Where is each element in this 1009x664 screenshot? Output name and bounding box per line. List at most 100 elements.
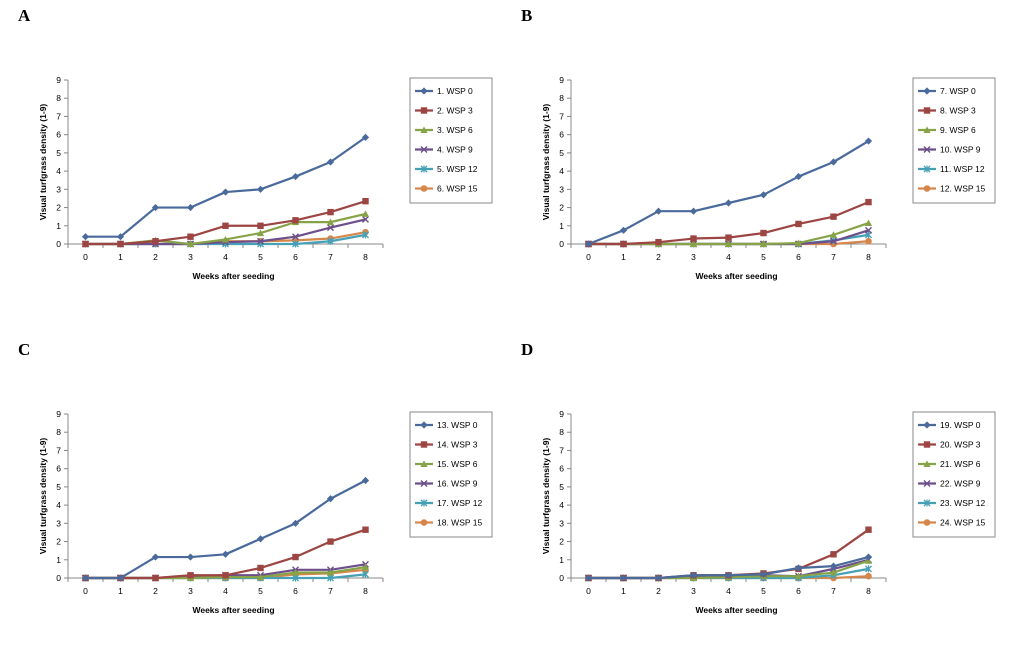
data-point [327,224,334,232]
data-point [361,133,370,141]
data-point [655,238,662,246]
legend-marker [923,146,931,153]
x-tick-label: 4 [726,586,731,596]
x-tick-label: 7 [831,252,836,262]
data-point [256,573,265,581]
data-point [222,572,229,579]
line-chart: 0 1 2 3 4 5 6 7 8 9 0 1 2 3 4 5 6 7 8 Weeks after seeding Vi… [541,409,996,615]
legend-marker [923,185,931,192]
data-point [865,572,872,580]
data-point [117,240,124,248]
legend-marker [923,87,931,95]
y-tick-label: 5 [559,482,564,492]
legend-marker [923,499,931,507]
y-tick-label: 5 [56,482,61,492]
legend-marker [420,480,428,487]
y-tick-label: 3 [56,184,61,194]
data-point [327,237,334,245]
data-point [81,233,90,241]
legend-marker [420,519,428,526]
data-point [257,222,264,229]
legend-label: 9. WSP 6 [940,125,976,135]
data-point [620,240,627,248]
x-tick-label: 2 [656,252,661,262]
x-axis-title: Weeks after seeding [192,271,274,281]
y-tick-label: 1 [56,555,61,565]
legend-marker [923,126,931,133]
data-point [151,203,160,212]
legend-box [409,77,493,204]
data-point [690,235,697,242]
legend-label: 17. WSP 12 [437,498,482,508]
y-tick-label: 1 [559,221,564,231]
data-point [725,234,732,241]
x-tick-label: 1 [621,252,626,262]
data-point [257,564,264,572]
data-point [864,553,873,561]
x-tick-label: 1 [621,586,626,596]
data-point [256,535,265,543]
x-tick-label: 0 [586,586,591,596]
data-point [152,574,159,582]
x-tick-label: 2 [153,586,158,596]
data-point [152,238,159,245]
data-point [187,572,194,579]
data-point [654,207,663,215]
data-point [362,231,369,239]
x-tick-label: 2 [153,252,158,262]
data-point [81,574,90,582]
y-tick-label: 8 [559,93,564,103]
line-chart: 0 1 2 3 4 5 6 7 8 9 0 1 2 3 4 5 6 7 8 Weeks after seeding Vi… [541,75,996,281]
y-tick-label: 0 [56,239,61,249]
data-point [759,191,768,199]
panel-letter: C [18,340,31,359]
x-tick-label: 4 [726,252,731,262]
legend-label: 10. WSP 9 [940,145,981,155]
y-tick-label: 2 [56,203,61,213]
legend-marker [420,126,428,133]
data-point [221,188,230,196]
legend-marker [420,165,428,173]
data-point [362,526,369,533]
legend-marker [420,460,428,467]
data-point [619,226,628,234]
legend-label: 24. WSP 15 [940,518,985,528]
x-tick-label: 3 [691,586,696,596]
y-tick-label: 8 [559,427,564,437]
data-point [829,158,838,166]
data-point [186,553,195,561]
data-point [361,210,370,217]
x-tick-label: 7 [328,586,333,596]
x-axis-title: Weeks after seeding [192,605,274,615]
y-tick-label: 4 [559,500,564,510]
x-tick-label: 7 [328,252,333,262]
y-tick-label: 9 [559,75,564,85]
legend-marker [420,87,428,95]
panel-d: D 0 1 2 3 4 5 6 7 8 9 0 1 2 3 4 5 6 7 8 Weeks after seeding… [503,334,1003,664]
legend-label: 1. WSP 0 [437,86,473,96]
x-tick-label: 6 [796,586,801,596]
data-point [830,551,837,558]
x-tick-label: 8 [363,252,368,262]
y-tick-label: 4 [56,166,61,176]
data-point [362,197,369,205]
x-tick-label: 5 [761,252,766,262]
legend-label: 4. WSP 9 [437,145,473,155]
legend-label: 23. WSP 12 [940,498,985,508]
legend-label: 13. WSP 0 [437,420,478,430]
data-point [327,538,334,545]
data-point [292,553,299,561]
y-tick-label: 0 [56,573,61,583]
x-tick-label: 2 [656,586,661,596]
legend-label: 14. WSP 3 [437,440,478,450]
y-tick-label: 8 [56,93,61,103]
y-tick-label: 9 [56,409,61,419]
legend-marker [420,499,428,507]
y-tick-label: 5 [559,148,564,158]
data-point [361,563,370,571]
legend-label: 5. WSP 12 [437,164,478,174]
legend-label: 11. WSP 12 [940,164,985,174]
data-point [865,565,872,573]
data-point [795,220,802,228]
data-point [829,568,838,576]
